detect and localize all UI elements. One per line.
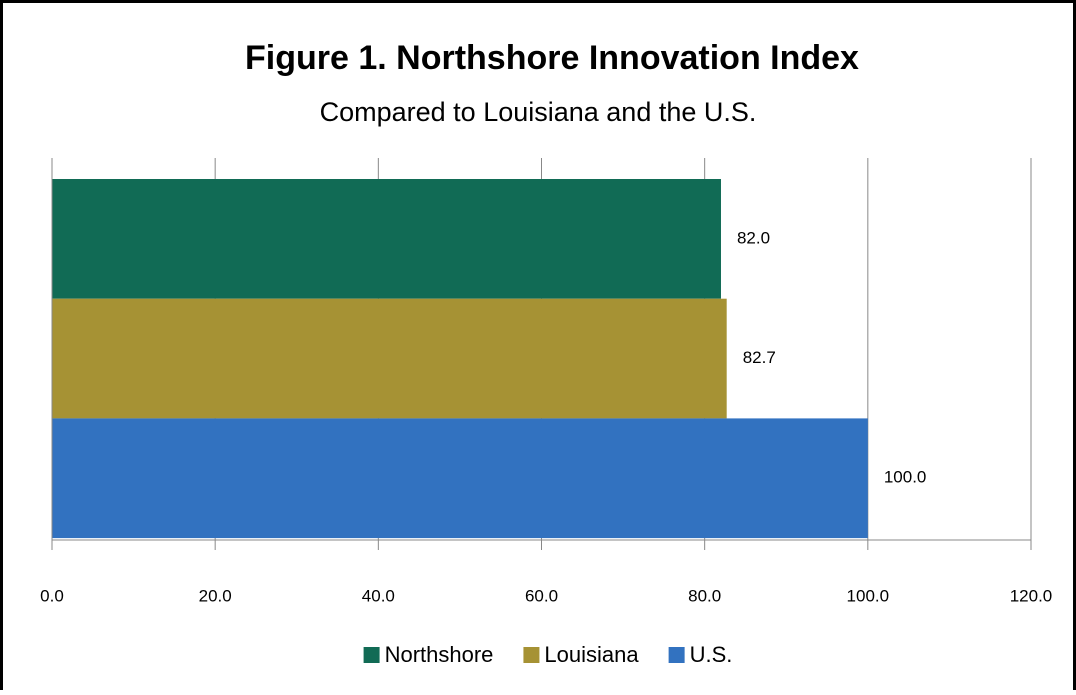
legend-label: Louisiana	[544, 642, 639, 667]
x-tick-label: 20.0	[199, 586, 232, 605]
legend-label: Northshore	[385, 642, 494, 667]
bar	[52, 298, 727, 419]
bar	[52, 179, 721, 299]
bar	[52, 418, 868, 539]
legend-swatch	[523, 647, 540, 663]
chart-title: Figure 1. Northshore Innovation Index	[245, 39, 859, 77]
legend-swatch	[668, 647, 685, 663]
x-tick-label: 0.0	[40, 586, 64, 605]
legend-label: U.S.	[690, 642, 733, 667]
x-tick-label: 40.0	[362, 586, 395, 605]
x-tick-label: 120.0	[1010, 586, 1053, 605]
x-tick-label: 100.0	[847, 586, 890, 605]
data-label: 100.0	[884, 468, 927, 487]
chart-subtitle: Compared to Louisiana and the U.S.	[320, 97, 757, 127]
x-tick-label: 60.0	[525, 586, 558, 605]
data-label: 82.0	[737, 228, 770, 247]
data-label: 82.7	[743, 348, 776, 367]
legend-swatch	[363, 647, 380, 663]
x-tick-label: 80.0	[688, 586, 721, 605]
